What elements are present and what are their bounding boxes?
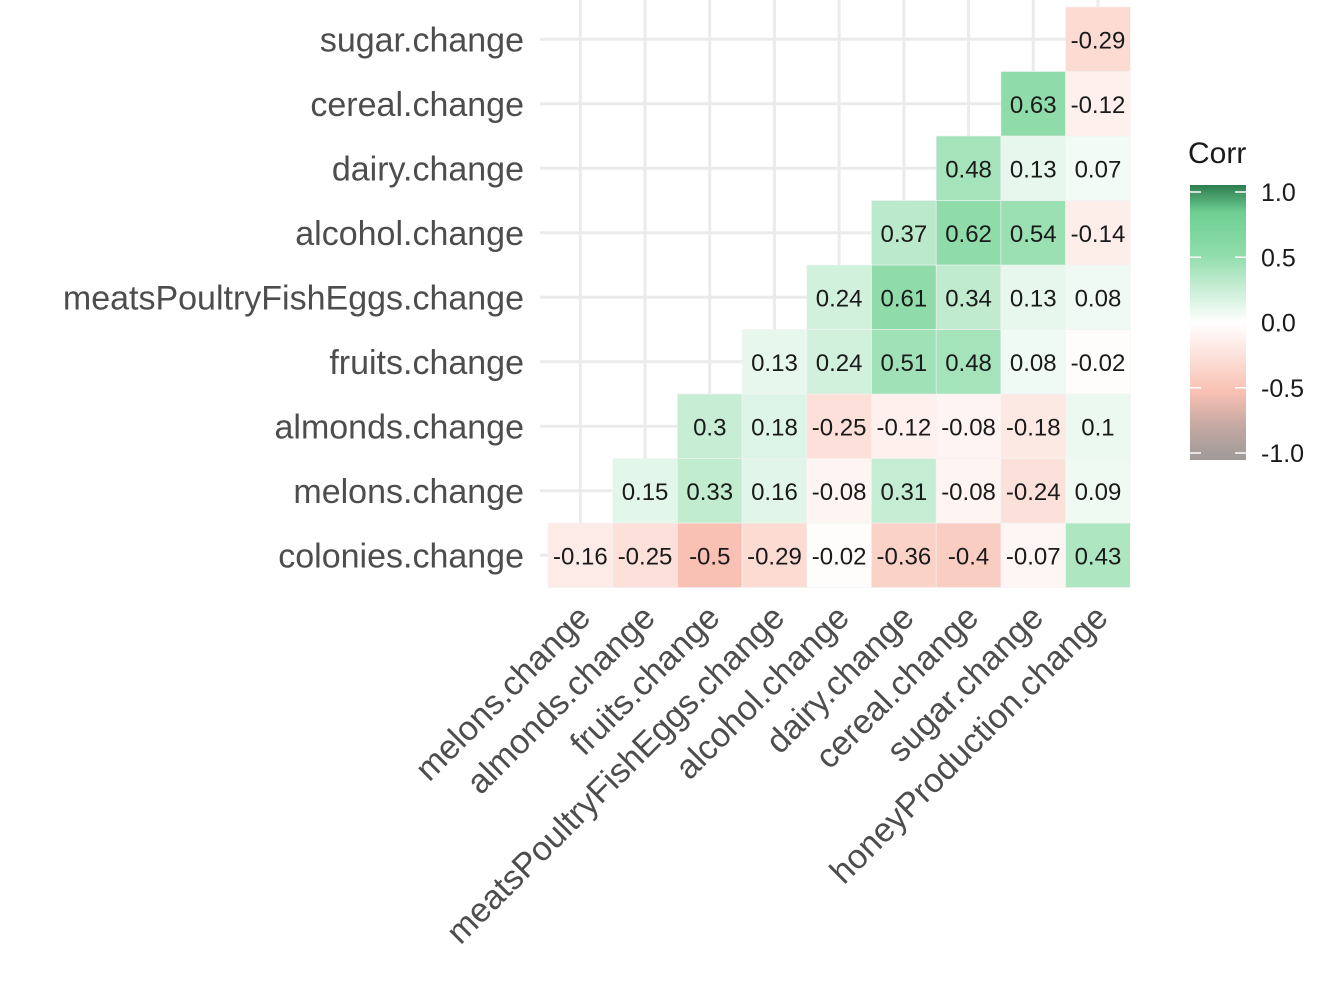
- y-axis-labels: colonies.change melons.change almonds.chan…: [63, 21, 524, 575]
- cell-value-label: 0.13: [1010, 285, 1057, 312]
- cell-value-label: -0.18: [1006, 414, 1061, 441]
- cell-value-label: -0.29: [747, 543, 802, 570]
- cell-value-label: -0.12: [1071, 92, 1126, 119]
- cell-value-label: -0.16: [553, 543, 608, 570]
- cell-value-label: 0.1: [1081, 414, 1114, 441]
- heatmap-cell: [547, 522, 613, 588]
- heatmap-cell: [741, 522, 808, 588]
- heatmap-cell: [806, 264, 872, 330]
- cell-value-label: -0.25: [618, 543, 673, 570]
- heatmap-cell: [677, 393, 743, 459]
- cell-value-label: 0.18: [751, 414, 798, 441]
- heatmap-cell: [935, 264, 1002, 330]
- cell-value-label: 0.09: [1075, 479, 1122, 506]
- heatmap-cell: [1000, 200, 1066, 266]
- cell-value-label: 0.37: [880, 221, 927, 248]
- heatmap-cell: [871, 329, 937, 395]
- y-tick-label: cereal.change: [310, 86, 524, 124]
- y-tick-label: meatsPoultryFishEggs.change: [63, 279, 524, 317]
- cell-value-label: -0.07: [1006, 543, 1061, 570]
- heatmap-cell: [741, 393, 808, 459]
- legend-tick-label: -1.0: [1261, 440, 1304, 468]
- heatmap-cell: [935, 200, 1002, 266]
- heatmap-cell: [1065, 458, 1131, 524]
- heatmap-cell: [935, 329, 1002, 395]
- cell-value-label: 0.62: [945, 221, 992, 248]
- cell-value-label: 0.61: [880, 285, 927, 312]
- cell-value-label: 0.24: [816, 285, 863, 312]
- y-tick-label: alcohol.change: [295, 215, 524, 253]
- heatmap-cell: [871, 458, 937, 524]
- y-tick-label: dairy.change: [332, 150, 524, 188]
- cell-value-label: -0.24: [1006, 479, 1061, 506]
- legend-title: Corr: [1188, 137, 1246, 170]
- heatmap-cell: [1000, 71, 1066, 137]
- heatmap-cell: [1065, 329, 1131, 395]
- legend-tick-label: -0.5: [1261, 375, 1304, 403]
- cell-value-label: 0.08: [1010, 350, 1057, 377]
- cell-value-label: -0.36: [876, 543, 931, 570]
- heatmap-cell: [871, 522, 937, 588]
- cell-value-label: -0.02: [812, 543, 867, 570]
- heatmap-cell: [1000, 264, 1066, 330]
- cell-value-label: -0.4: [948, 543, 989, 570]
- cell-value-label: 0.08: [1075, 285, 1122, 312]
- heatmap-cell: [1065, 522, 1131, 588]
- cell-value-label: 0.13: [1010, 156, 1057, 183]
- y-tick-label: almonds.change: [274, 408, 524, 446]
- heatmap-cell: [1000, 135, 1066, 201]
- y-tick-label: melons.change: [293, 473, 524, 511]
- cell-value-label: 0.16: [751, 479, 798, 506]
- heatmap-cell: [1000, 393, 1066, 459]
- cell-value-label: -0.12: [876, 414, 931, 441]
- cell-value-label: 0.24: [816, 350, 863, 377]
- heatmap-cell: [741, 458, 808, 524]
- legend-tick-label: 0.5: [1261, 244, 1296, 272]
- heatmap-cell: [806, 393, 872, 459]
- cell-value-label: 0.43: [1075, 543, 1122, 570]
- heatmap-cells: -0.16 -0.25 -0.5 -0.29 -0.02 -0.36 -0.4 -0.07 0.…: [547, 6, 1131, 588]
- heatmap-cell: [1065, 393, 1131, 459]
- heatmap-cell: [1000, 522, 1066, 588]
- cell-value-label: 0.63: [1010, 92, 1057, 119]
- y-tick-label: sugar.change: [320, 21, 524, 59]
- legend-tick-label: 1.0: [1261, 179, 1296, 207]
- cell-value-label: 0.31: [880, 479, 927, 506]
- cell-value-label: 0.33: [686, 479, 733, 506]
- y-tick-label: colonies.change: [278, 537, 524, 575]
- cell-value-label: -0.25: [812, 414, 867, 441]
- heatmap-cell: [935, 522, 1002, 588]
- cell-value-label: 0.48: [945, 350, 992, 377]
- cell-value-label: -0.14: [1071, 221, 1126, 248]
- cell-value-label: 0.15: [622, 479, 669, 506]
- y-tick-label: fruits.change: [329, 344, 524, 382]
- heatmap-cell: [1065, 200, 1131, 266]
- x-axis-labels: melons.changealmonds.changefruits.change…: [408, 598, 1116, 951]
- cell-value-label: -0.29: [1071, 27, 1126, 54]
- cell-value-label: -0.5: [689, 543, 730, 570]
- heatmap-cell: [1065, 264, 1131, 330]
- cell-value-label: 0.51: [880, 350, 927, 377]
- heatmap-cell: [806, 522, 872, 588]
- legend-tick-label: 0.0: [1261, 310, 1296, 338]
- cell-value-label: -0.02: [1071, 350, 1126, 377]
- cell-value-label: 0.3: [693, 414, 726, 441]
- heatmap-cell: [871, 200, 937, 266]
- cell-value-label: 0.54: [1010, 221, 1057, 248]
- cell-value-label: -0.08: [941, 414, 996, 441]
- cell-value-label: -0.08: [812, 479, 867, 506]
- cell-value-label: 0.13: [751, 350, 798, 377]
- cell-value-label: -0.08: [941, 479, 996, 506]
- heatmap-cell: [871, 264, 937, 330]
- legend: Corr 1.0 0.5 0.0 -0.5 -1.0: [1188, 137, 1304, 468]
- heatmap-cell: [935, 458, 1002, 524]
- heatmap-cell: [1065, 6, 1131, 72]
- cell-value-label: 0.48: [945, 156, 992, 183]
- heatmap-cell: [1065, 71, 1131, 137]
- cell-value-label: 0.07: [1075, 156, 1122, 183]
- cell-value-label: 0.34: [945, 285, 992, 312]
